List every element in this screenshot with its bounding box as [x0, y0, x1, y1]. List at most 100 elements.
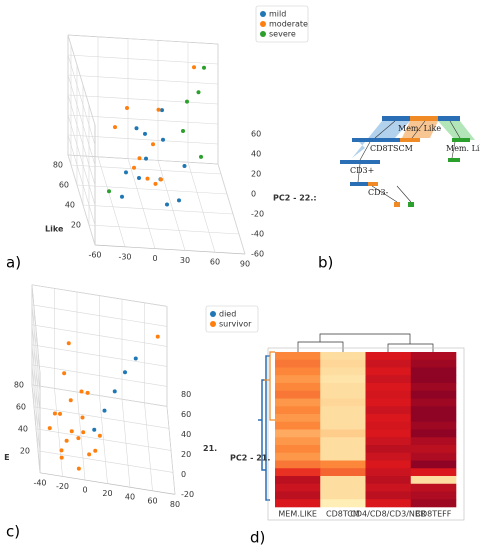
grid-line: [88, 224, 240, 235]
legend-label: severe: [269, 30, 296, 39]
point: [199, 154, 203, 159]
heatmap-cell: [365, 375, 412, 384]
legend-label: died: [219, 310, 236, 319]
band: [400, 138, 420, 142]
point: [92, 427, 97, 432]
grid-line: [67, 114, 96, 206]
heatmap-cell: [320, 460, 366, 469]
z-tick-label: 0: [251, 190, 256, 199]
x-tick-label: -40: [33, 478, 46, 487]
heatmap-cell: [320, 491, 366, 500]
legend-box: [205, 305, 259, 333]
node-label: CD8TSCM: [370, 144, 413, 153]
point: [112, 389, 117, 394]
z-tick-label: 80: [181, 390, 191, 399]
panel-label: a): [6, 254, 21, 272]
z-tick-label: 20: [181, 450, 191, 459]
heatmap-cell: [275, 375, 321, 384]
point: [132, 165, 136, 170]
tree-edge: [357, 120, 461, 203]
band: [340, 160, 380, 164]
point: [181, 129, 185, 133]
heatmap-cell: [410, 429, 457, 438]
grid-line: [31, 324, 168, 347]
y-axis-label: Like: [45, 225, 64, 234]
grid-line: [31, 284, 168, 307]
point: [145, 176, 150, 181]
grid-line: [76, 184, 228, 195]
x-tick-label: 30: [180, 256, 190, 265]
heatmap-cell: [365, 468, 412, 477]
point: [76, 436, 81, 441]
legend-label: survivor: [219, 320, 252, 329]
heatmap-cell: [275, 429, 321, 438]
point: [107, 189, 111, 194]
heatmap-cell: [320, 390, 366, 399]
grid-line: [67, 34, 96, 126]
y-tick-label: 60: [59, 181, 69, 190]
grid-line: [33, 406, 170, 429]
point: [52, 411, 57, 416]
z-tick-label: 0: [181, 470, 186, 479]
legend-box: [255, 5, 309, 43]
panel-label: c): [6, 523, 20, 541]
grid-line: [31, 364, 168, 387]
point: [137, 176, 141, 180]
grid-line: [67, 74, 96, 166]
heatmap-cell: [365, 429, 412, 438]
point: [97, 433, 102, 438]
point: [62, 371, 67, 376]
heatmap-cell: [410, 437, 457, 446]
heatmap-cell: [275, 468, 321, 477]
heatmap-cell: [320, 398, 366, 407]
x-tick-label: -30: [118, 252, 131, 261]
x-tick-label: -20: [56, 482, 69, 491]
heatmap-cell: [365, 499, 412, 508]
z-tick-label: 40: [251, 150, 261, 159]
grid-line: [67, 154, 96, 246]
heatmap-cell: [275, 437, 321, 446]
heatmap-cell: [410, 414, 457, 423]
legend-label: moderate: [269, 20, 308, 29]
point: [155, 334, 160, 339]
column-label: CD4/CD8/CD3/NBR: [350, 510, 426, 519]
x-tick-label: 20: [102, 489, 112, 498]
heatmap-cell: [410, 367, 457, 376]
dendrogram-branch: [297, 333, 434, 352]
heatmap-cell: [320, 476, 366, 485]
heatmap-cell: [410, 390, 457, 399]
heatmap-cell: [365, 445, 412, 454]
point: [143, 131, 147, 136]
grid-line: [67, 54, 96, 146]
z-axis-label: 21.: [203, 444, 217, 453]
column-label: CD8TCM: [326, 510, 360, 519]
heatmap-cell: [275, 367, 321, 376]
y-axis-label: PC2 - 21.: [230, 454, 270, 463]
heatmap-cell: [365, 406, 412, 415]
heatmap-cell: [275, 390, 321, 399]
heatmap-cell: [410, 359, 457, 368]
grid-line: [31, 324, 41, 413]
z-axis-label: PC2 - 22.:: [273, 194, 317, 203]
point: [69, 429, 74, 434]
heatmap-cell: [275, 359, 321, 368]
grid-line: [82, 204, 234, 215]
heatmap-cell: [410, 476, 457, 485]
heatmap-cell: [365, 352, 412, 361]
heatmap-cell: [320, 414, 366, 423]
heatmap-cell: [410, 352, 457, 361]
pane-edge: [94, 244, 246, 255]
point: [159, 177, 163, 182]
heatmap-cell: [275, 352, 321, 361]
heatmap-cell: [365, 390, 412, 399]
point: [120, 194, 124, 199]
point: [192, 65, 196, 70]
point: [124, 170, 128, 175]
y-tick-label: 20: [71, 221, 81, 230]
y-tick-label: 40: [65, 201, 75, 210]
grid-line: [35, 428, 172, 451]
heatmap-cell: [410, 452, 457, 461]
grid-line: [31, 384, 168, 407]
point: [64, 438, 69, 443]
